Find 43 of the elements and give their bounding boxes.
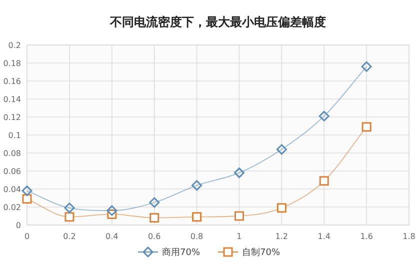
x-tick-label: 0 [24,232,30,241]
point [106,205,118,216]
y-tick-label: 0.1 [8,131,21,140]
x-tick-label: 1.2 [275,232,288,241]
x-tick-label: 0.4 [106,232,118,241]
y-tick-label: 0.04 [3,185,21,194]
legend-item: 自制70% [218,247,280,258]
point [22,194,32,204]
y-tick-label: 0.08 [3,149,21,158]
x-tick-label: 1.4 [318,232,330,241]
x-tick-label: 0.6 [148,232,161,241]
legend-label: 商用70% [162,247,200,258]
y-tick-label: 0.16 [3,77,21,86]
point [362,122,372,132]
point [276,203,286,213]
x-tick-label: 1.6 [360,232,373,241]
legend-label: 自制70% [242,247,280,258]
point [64,202,75,214]
y-tick-label: 0.06 [3,167,21,176]
point [319,176,329,186]
point [192,180,202,191]
x-tick-label: 1 [236,232,242,241]
y-tick-label: 0.12 [3,113,21,122]
point [276,144,287,155]
point [149,197,160,208]
point [192,212,202,222]
point [318,110,330,122]
y-tick-label: 0.14 [3,95,21,104]
point [234,211,244,221]
point [234,168,244,178]
point [361,61,372,72]
chart-title: 不同电流密度下，最大最小电压偏差幅度 [109,15,326,29]
point [22,186,32,196]
point [150,213,160,223]
y-tick-label: 0.18 [3,59,21,68]
y-tick-label: 0 [16,221,21,230]
legend-item: 商用70% [138,246,200,258]
x-tick-label: 1.8 [402,232,416,241]
x-tick-label: 0.2 [63,232,76,241]
y-tick-label: 0.02 [3,203,21,212]
y-tick-label: 0.2 [8,41,21,50]
point [64,212,74,222]
x-tick-label: 0.8 [190,232,204,241]
